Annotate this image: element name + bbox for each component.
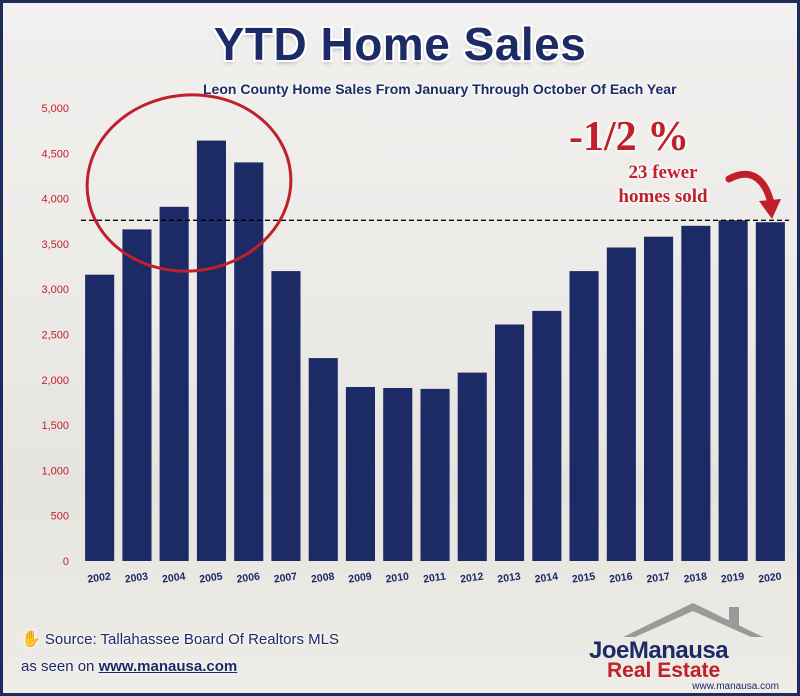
x-tick-label: 2015	[571, 570, 596, 585]
y-tick-label: 2,000	[41, 375, 69, 387]
bar-2018	[681, 225, 711, 562]
x-tick-label: 2011	[422, 570, 446, 585]
bar-2011	[420, 388, 450, 561]
bar-2016	[606, 247, 636, 561]
y-tick-label: 3,500	[41, 239, 69, 251]
bar-2015	[569, 271, 599, 561]
bar-2003	[122, 229, 152, 561]
annotation-text: 23 fewer homes sold	[593, 161, 733, 209]
highlight-circle	[85, 93, 293, 273]
x-tick-label: 2013	[497, 570, 522, 585]
bar-2008	[308, 358, 338, 561]
source-text: Source: Tallahassee Board Of Realtors ML…	[44, 631, 339, 648]
hand-icon: ✋	[21, 631, 41, 648]
bar-2014	[532, 310, 562, 561]
x-tick-label: 2009	[348, 570, 373, 585]
y-tick-label: 4,500	[41, 148, 69, 160]
logo-subline: Real Estate	[607, 659, 721, 682]
x-tick-label: 2004	[161, 570, 186, 585]
curved-arrow-icon	[725, 170, 775, 207]
company-logo: JoeManausa Real Estate www.manausa.com	[583, 599, 783, 692]
annotation-percent: -1/2 %	[569, 114, 690, 160]
y-tick-label: 4,000	[41, 194, 69, 206]
bars	[85, 140, 785, 562]
annotation-line-1: 23 fewer	[628, 162, 698, 183]
x-tick-label: 2018	[683, 570, 708, 585]
bar-2005	[196, 140, 226, 561]
arrow-head-icon	[759, 199, 781, 219]
x-tick-label: 2017	[646, 570, 671, 585]
x-tick-label: 2016	[608, 570, 633, 585]
x-tick-label: 2019	[720, 570, 745, 585]
y-tick-label: 1,500	[41, 420, 69, 432]
bar-2010	[383, 388, 413, 561]
house-roof-icon	[623, 603, 763, 637]
bar-2019	[718, 220, 748, 562]
x-tick-label: 2002	[87, 570, 112, 585]
source-note: ✋ Source: Tallahassee Board Of Realtors M…	[21, 629, 339, 649]
x-tick-label: 2003	[124, 570, 149, 585]
seen-on-link[interactable]: www.manausa.com	[98, 658, 238, 675]
seen-on: as seen on www.manausa.com	[21, 658, 237, 675]
x-tick-label: 2007	[273, 570, 298, 585]
bar-2020	[755, 222, 785, 561]
bar-2006	[234, 162, 264, 561]
x-tick-label: 2012	[459, 570, 484, 585]
x-tick-label: 2010	[385, 570, 410, 585]
x-tick-label: 2005	[199, 570, 224, 585]
bar-2009	[345, 387, 375, 561]
y-tick-label: 0	[63, 556, 69, 568]
y-tick-label: 2,500	[41, 330, 69, 342]
y-tick-label: 500	[51, 511, 69, 523]
bar-2013	[495, 324, 525, 561]
x-axis: 2002 2003 2004 2005 2006 2007 2008 2009 2010 2011…	[87, 570, 783, 585]
x-tick-label: 2008	[310, 570, 335, 585]
annotation-line-2: homes sold	[618, 186, 708, 207]
x-tick-label: 2014	[534, 570, 559, 585]
logo-name: JoeManausa	[589, 637, 729, 664]
bar-2012	[457, 372, 487, 561]
y-axis: 0 500 1,000 1,500 2,000 2,500 3,000 3,500 4,000 4…	[41, 103, 69, 568]
x-tick-label: 2020	[758, 570, 783, 585]
bar-2007	[271, 271, 301, 561]
bar-2002	[85, 274, 115, 561]
y-tick-label: 5,000	[41, 103, 69, 115]
chart-title: YTD Home Sales	[213, 18, 587, 70]
bar-2004	[159, 206, 189, 562]
y-tick-label: 3,000	[41, 284, 69, 296]
x-tick-label: 2006	[236, 570, 261, 585]
chart-subtitle: Leon County Home Sales From January Thro…	[203, 81, 677, 97]
bar-chart: 0 500 1,000 1,500 2,000 2,500 3,000 3,500 4,000 4…	[41, 93, 789, 586]
y-tick-label: 1,000	[41, 465, 69, 477]
logo-web: www.manausa.com	[692, 681, 779, 692]
seen-on-prefix: as seen on	[21, 658, 95, 675]
bar-2017	[644, 236, 674, 561]
